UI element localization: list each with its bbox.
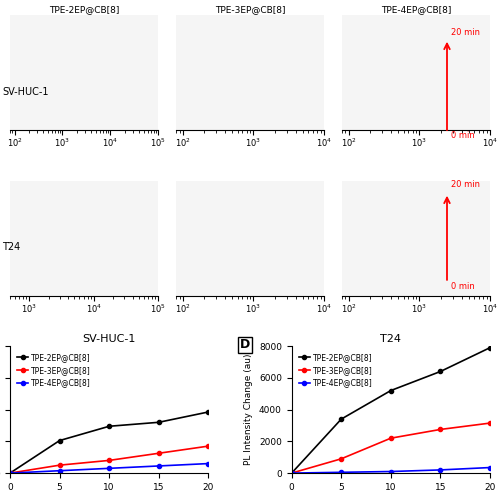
Line: TPE-4EP@CB[8]: TPE-4EP@CB[8] [8, 462, 210, 475]
Text: 20 min: 20 min [451, 28, 480, 37]
TPE-3EP@CB[8] [156, 450, 162, 456]
Y-axis label: PL Intensity Change (au): PL Intensity Change (au) [244, 354, 254, 465]
TPE-4EP@CB[8] [106, 465, 112, 471]
Title: TPE-3EP@CB[8]: TPE-3EP@CB[8] [215, 5, 285, 14]
TPE-3EP@CB[8] [288, 470, 294, 476]
Legend: TPE-2EP@CB[8], TPE-3EP@CB[8], TPE-4EP@CB[8]: TPE-2EP@CB[8], TPE-3EP@CB[8], TPE-4EP@CB… [14, 350, 94, 390]
TPE-2EP@CB[8] [388, 387, 394, 393]
TPE-3EP@CB[8] [388, 435, 394, 441]
TPE-3EP@CB[8] [106, 457, 112, 463]
TPE-4EP@CB[8] [487, 465, 493, 471]
TPE-4EP@CB[8] [56, 468, 62, 474]
Line: TPE-2EP@CB[8]: TPE-2EP@CB[8] [290, 346, 492, 475]
Title: TPE-4EP@CB[8]: TPE-4EP@CB[8] [380, 5, 451, 14]
TPE-3EP@CB[8] [438, 426, 444, 432]
Text: 0 min: 0 min [451, 131, 475, 140]
TPE-3EP@CB[8] [56, 462, 62, 468]
Line: TPE-4EP@CB[8]: TPE-4EP@CB[8] [290, 466, 492, 475]
Title: T24: T24 [380, 334, 402, 344]
TPE-3EP@CB[8] [487, 420, 493, 426]
TPE-4EP@CB[8] [156, 463, 162, 469]
TPE-2EP@CB[8] [288, 470, 294, 476]
TPE-4EP@CB[8] [206, 461, 212, 467]
Legend: TPE-2EP@CB[8], TPE-3EP@CB[8], TPE-4EP@CB[8]: TPE-2EP@CB[8], TPE-3EP@CB[8], TPE-4EP@CB… [296, 350, 376, 390]
TPE-3EP@CB[8] [338, 456, 344, 462]
TPE-2EP@CB[8] [56, 438, 62, 444]
Line: TPE-3EP@CB[8]: TPE-3EP@CB[8] [8, 444, 210, 475]
Text: D: D [240, 339, 250, 352]
TPE-4EP@CB[8] [338, 469, 344, 475]
Title: TPE-2EP@CB[8]: TPE-2EP@CB[8] [49, 5, 120, 14]
TPE-2EP@CB[8] [487, 345, 493, 351]
Text: 20 min: 20 min [451, 180, 480, 189]
Text: T24: T24 [2, 242, 21, 251]
Text: SV-HUC-1: SV-HUC-1 [2, 87, 49, 97]
TPE-3EP@CB[8] [206, 443, 212, 449]
TPE-4EP@CB[8] [288, 470, 294, 476]
TPE-2EP@CB[8] [156, 419, 162, 425]
TPE-2EP@CB[8] [7, 470, 13, 476]
TPE-4EP@CB[8] [7, 470, 13, 476]
Line: TPE-2EP@CB[8]: TPE-2EP@CB[8] [8, 410, 210, 475]
TPE-2EP@CB[8] [438, 369, 444, 374]
TPE-2EP@CB[8] [206, 409, 212, 415]
TPE-3EP@CB[8] [7, 470, 13, 476]
Text: 0 min: 0 min [451, 282, 475, 291]
TPE-2EP@CB[8] [106, 423, 112, 429]
TPE-2EP@CB[8] [338, 416, 344, 422]
Title: SV-HUC-1: SV-HUC-1 [82, 334, 136, 344]
Line: TPE-3EP@CB[8]: TPE-3EP@CB[8] [290, 421, 492, 475]
TPE-4EP@CB[8] [438, 467, 444, 473]
TPE-4EP@CB[8] [388, 469, 394, 475]
